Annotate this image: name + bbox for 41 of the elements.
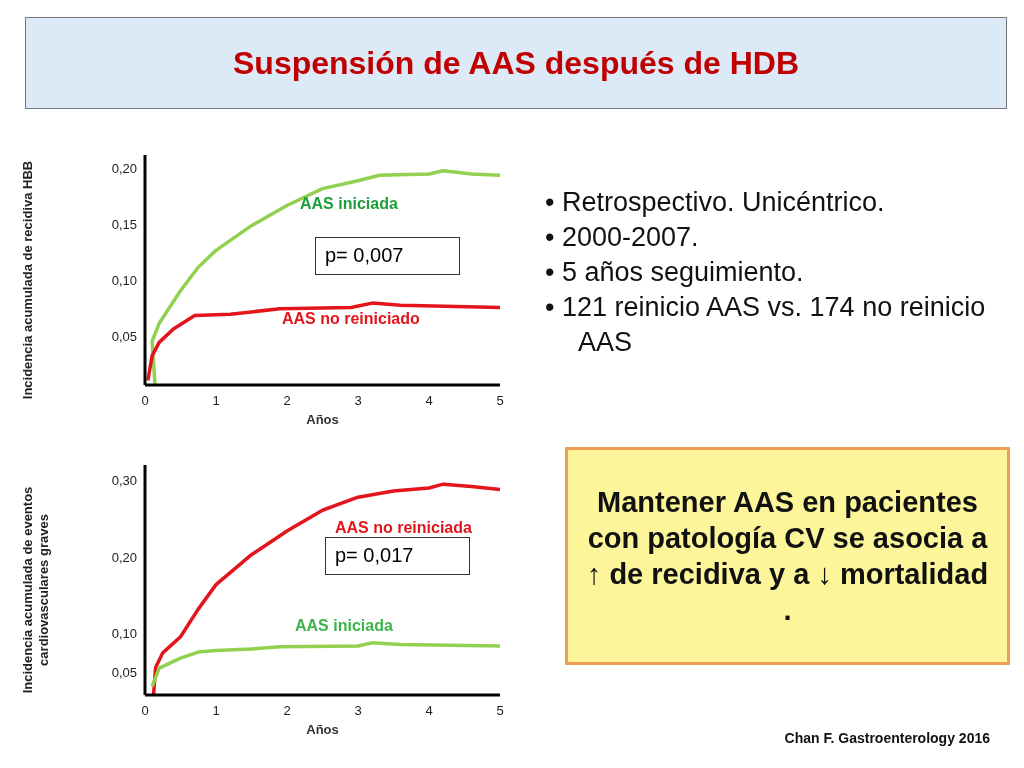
x-tick-label: 2 (283, 703, 291, 718)
x-tick-label: 0 (141, 393, 149, 408)
y-axis-title: Incidencia acumulada de recidiva HBB (20, 159, 36, 402)
y-tick-label: 0,20 (111, 549, 137, 565)
y-tick-label: 0,20 (111, 161, 137, 177)
x-tick-label: 4 (425, 393, 433, 408)
line-series (150, 641, 500, 689)
annotation: p= 0,017 (335, 544, 414, 567)
line-series (146, 301, 500, 383)
text: Suspensión de AAS después de HDB (25, 17, 1007, 109)
y-tick-label: 0,10 (111, 626, 137, 642)
y-tick-label: 0,10 (111, 273, 137, 289)
x-axis-title: Años (306, 722, 339, 737)
series-label: AAS iniciada (295, 617, 393, 635)
y-tick-label: 0,05 (111, 329, 137, 345)
text: • 5 años seguimiento. (545, 256, 805, 289)
x-tick-label: 5 (496, 393, 504, 408)
series-label: AAS no reiniciada (335, 519, 472, 537)
y-tick-label: 0,30 (111, 472, 137, 488)
series-label: AAS no reiniciado (282, 310, 420, 328)
line-series (151, 482, 500, 695)
y-axis-title: Incidencia acumulada de eventos cardiovasculares graves (20, 485, 52, 696)
x-tick-label: 3 (354, 703, 362, 718)
x-tick-label: 5 (496, 703, 504, 718)
x-tick-label: 1 (212, 703, 220, 718)
line-series (150, 168, 500, 385)
text: • 2000-2007. (545, 221, 700, 254)
y-tick-label: 0,15 (111, 217, 137, 233)
text: Chan F. Gastroenterology 2016 (784, 730, 990, 746)
x-tick-label: 1 (212, 393, 220, 408)
x-tick-label: 2 (283, 393, 291, 408)
text: • 121 reinicio AAS vs. 174 no reinicio AAS (545, 291, 987, 359)
y-tick-label: 0,05 (111, 664, 137, 680)
annotation: p= 0,007 (325, 244, 404, 267)
series-label: AAS iniciada (300, 195, 398, 213)
x-tick-label: 4 (425, 703, 433, 718)
text: Mantener AAS en pacientes con patología CV se asocia a ↑ de recidiva y a ↓ mortalidad . (565, 447, 1010, 665)
x-tick-label: 3 (354, 393, 362, 408)
text: • Retrospectivo. Unicéntrico. (545, 186, 886, 219)
x-tick-label: 0 (141, 703, 149, 718)
x-axis-title: Años (306, 412, 339, 427)
